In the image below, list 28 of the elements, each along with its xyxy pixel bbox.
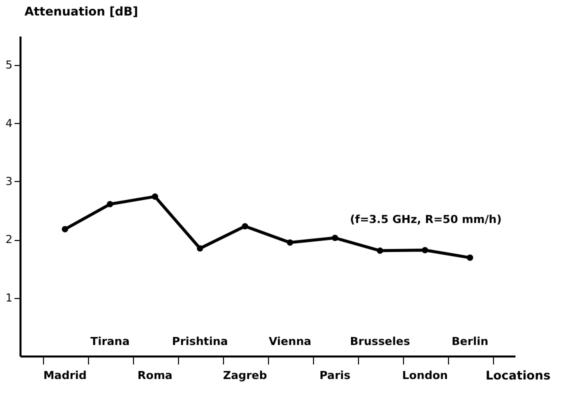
point: [376, 248, 384, 254]
point: [286, 239, 294, 246]
point: [242, 223, 248, 230]
point: [332, 234, 338, 242]
point: [62, 226, 68, 232]
x-tick-label: Roma: [138, 369, 172, 382]
x-tick-label: Brusseles: [350, 335, 410, 348]
x-tick-label: Vienna: [268, 335, 312, 348]
y-tick-label: 1: [6, 291, 12, 304]
point: [422, 246, 428, 254]
point: [152, 193, 158, 200]
x-tick-label: Berlin: [452, 335, 488, 348]
y-axis-title: Attenuation [dB]: [24, 4, 138, 18]
x-tick-label: Zagreb: [222, 369, 268, 382]
point: [106, 200, 114, 208]
x-tick-label: Prishtina: [172, 335, 228, 348]
y-tick-label: 2: [6, 233, 12, 246]
x-axis-title: Locations: [486, 368, 550, 382]
x-tick-label: Paris: [320, 369, 351, 382]
x-tick-label: London: [402, 369, 448, 382]
y-tick-label: 4: [6, 116, 12, 130]
x-tick-label: Tirana: [90, 335, 130, 348]
x-tick-label: Madrid: [43, 369, 87, 382]
y-tick-label: 5: [6, 58, 12, 72]
annotation: (f=3.5 GHz, R=50 mm/h): [350, 212, 502, 226]
y-tick-label: 3: [6, 174, 12, 188]
point: [466, 254, 474, 261]
point: [196, 245, 204, 252]
